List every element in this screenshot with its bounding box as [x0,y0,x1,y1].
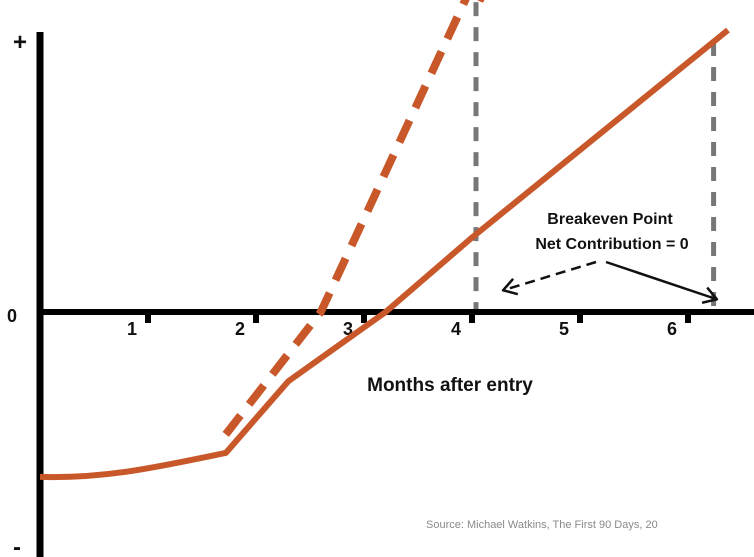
x-tick-label-5: 5 [559,319,569,339]
x-tick-label-4: 4 [451,319,461,339]
x-tick-label-2: 2 [235,319,245,339]
breakeven-pointers [501,260,719,304]
x-tick-3 [361,311,367,323]
x-tick-2 [253,311,259,323]
x-tick-1 [145,311,151,323]
x-tick-4 [469,311,475,323]
breakeven-guides [473,2,717,309]
y-label-minus: - [13,534,21,557]
x-axis-ticks: 1 2 3 4 5 6 [127,311,691,339]
breakeven-subtitle: Net Contribution = 0 [535,236,688,253]
net-contribution-line [39,27,730,481]
x-tick-label-1: 1 [127,319,137,339]
y-label-zero: 0 [7,306,17,326]
x-tick-label-6: 6 [667,319,677,339]
x-axis-title: Months after entry [367,375,533,396]
series-layer [39,0,730,481]
pointer-arrow-right [605,260,719,304]
y-label-plus: + [13,29,27,56]
x-tick-5 [577,311,583,323]
x-tick-label-3: 3 [343,319,353,339]
accelerated-contribution-line [222,0,470,437]
pointer-arrow-left [501,260,597,296]
source-note: Source: Michael Watkins, The First 90 Da… [426,519,658,531]
x-tick-6 [685,311,691,323]
breakeven-title: Breakeven Point [547,211,673,228]
